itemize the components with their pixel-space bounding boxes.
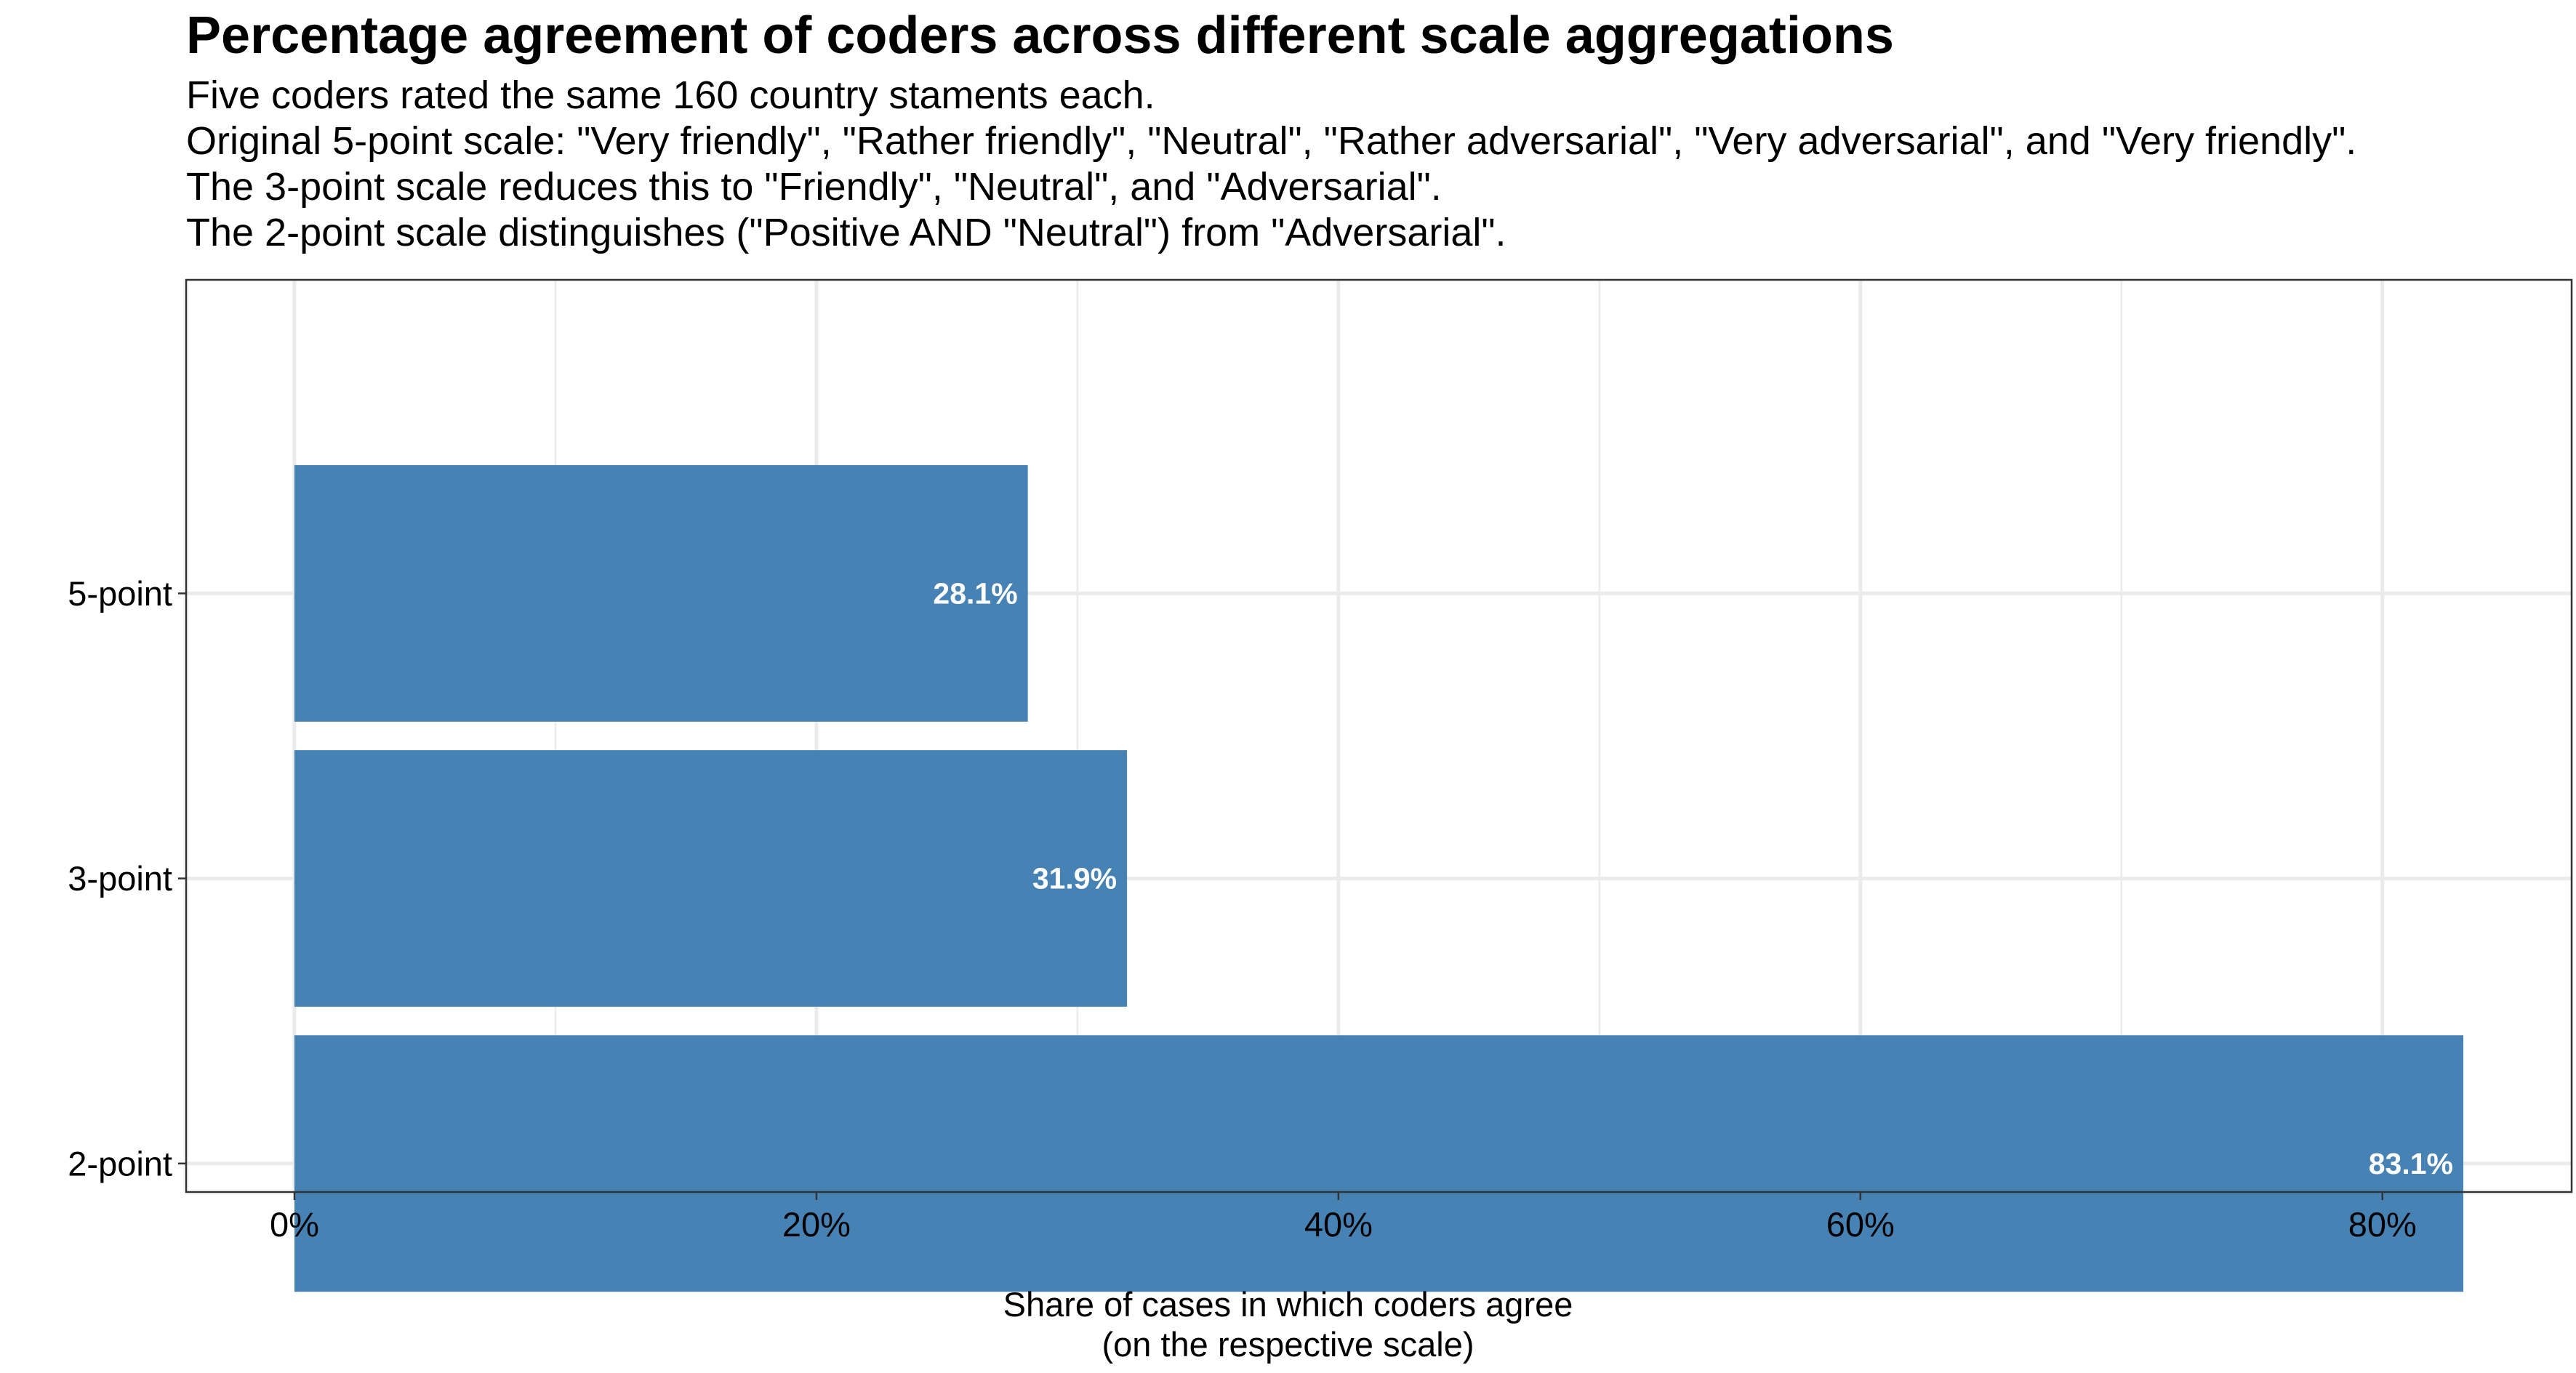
- x-tick-label: 20%: [782, 1205, 851, 1244]
- x-axis-label: Share of cases in which coders agree: [1003, 1285, 1573, 1324]
- x-tick-label: 80%: [2348, 1205, 2417, 1244]
- chart-title: Percentage agreement of coders across di…: [186, 7, 1894, 65]
- x-tick-label: 0%: [270, 1205, 319, 1244]
- x-axis-label: (on the respective scale): [1102, 1325, 1474, 1364]
- x-tick-label: 40%: [1304, 1205, 1373, 1244]
- y-tick-label: 5-point: [68, 574, 172, 613]
- data-label: 31.9%: [1032, 862, 1117, 895]
- subtitle-line: The 3-point scale reduces this to "Frien…: [186, 165, 1442, 209]
- bar: [294, 1035, 2464, 1292]
- y-tick-label: 3-point: [68, 859, 172, 898]
- data-label: 83.1%: [2369, 1147, 2453, 1180]
- panel-border: [185, 278, 2573, 1193]
- chart-subtitle: Five coders rated the same 160 country s…: [186, 73, 2356, 256]
- bar: [294, 750, 1128, 1007]
- bar: [294, 464, 1028, 722]
- subtitle-line: Five coders rated the same 160 country s…: [186, 73, 1155, 117]
- subtitle-line: Original 5-point scale: "Very friendly",…: [186, 119, 2357, 163]
- data-label: 28.1%: [933, 576, 1017, 610]
- x-tick-label: 60%: [1826, 1205, 1895, 1244]
- subtitle-line: The 2-point scale distinguishes ("Positi…: [186, 211, 1506, 254]
- y-tick-label: 2-point: [68, 1144, 172, 1183]
